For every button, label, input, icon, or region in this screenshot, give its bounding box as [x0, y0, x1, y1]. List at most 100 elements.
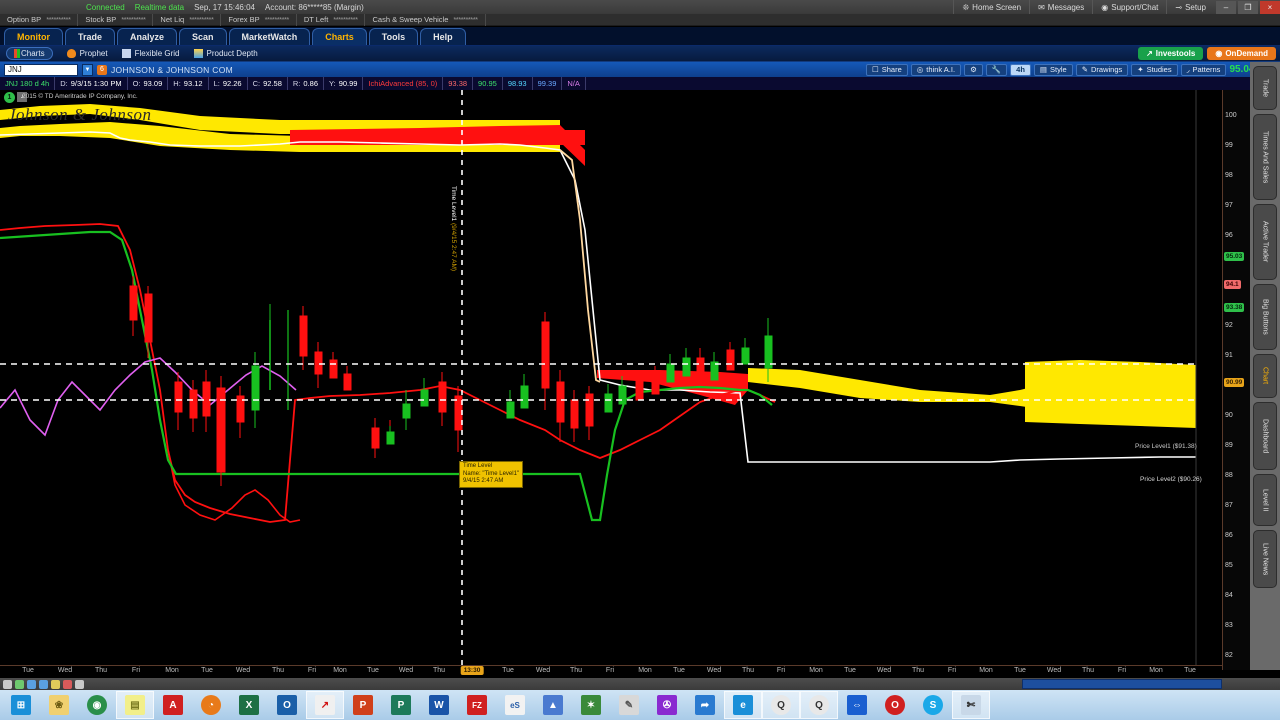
drawings-button[interactable]: ✎ Drawings	[1075, 63, 1129, 76]
ondemand-button[interactable]: ◉ OnDemand	[1207, 47, 1276, 60]
timeframe-button[interactable]: 4h	[1010, 63, 1031, 76]
chrome-taskbar-item[interactable]: ◉	[78, 691, 116, 719]
firefox-taskbar-item[interactable]: ◔	[192, 691, 230, 719]
home-screen-button[interactable]: ❊ Home Screen	[953, 0, 1029, 14]
subtab-prophet[interactable]: Prophet	[66, 49, 108, 58]
symbol-input[interactable]: JNJ	[4, 63, 78, 76]
bp-netliq-label: Net Liq	[160, 15, 185, 24]
snipping-tool-taskbar-item[interactable]: ✄	[952, 691, 990, 719]
teamviewer-taskbar-item[interactable]: ⇔	[838, 691, 876, 719]
date-tick-21: Fri	[776, 667, 786, 674]
bp-stock-value: **********	[121, 15, 146, 24]
minimize-panel-icon[interactable]	[3, 679, 12, 689]
adobe-reader-taskbar-item[interactable]: A	[154, 691, 192, 719]
zoom-icon[interactable]	[27, 679, 36, 689]
filezilla-taskbar-item[interactable]: FZ	[458, 691, 496, 719]
chart-tools-button[interactable]: 🔧	[985, 63, 1008, 76]
skype-taskbar-item[interactable]: S	[914, 691, 952, 719]
minimize-button[interactable]: –	[1216, 0, 1236, 14]
quicktime-taskbar-item[interactable]: Q	[762, 691, 800, 719]
subtab-product-depth[interactable]: Product Depth	[193, 49, 258, 58]
bp-cash-sweep[interactable]: Cash & Sweep Vehicle **********	[365, 13, 486, 26]
messages-button[interactable]: ✉ Messages	[1029, 0, 1092, 14]
bell-icon: ▲	[543, 695, 563, 715]
study-value-4: 99.39	[533, 77, 563, 90]
price-axis[interactable]: 100 99 98 97 96 95.03 94.1 93.38 92 91 9…	[1222, 90, 1250, 670]
subtab-flexible-grid[interactable]: Flexible Grid	[121, 49, 180, 58]
date-tick-11: Wed	[398, 667, 414, 674]
tab-scan[interactable]: Scan	[179, 28, 227, 45]
subtab-charts[interactable]: Charts	[6, 47, 53, 60]
expand-icon[interactable]	[75, 679, 84, 689]
bp-netliq[interactable]: Net Liq **********	[153, 13, 222, 26]
price-tick-86: 86	[1225, 532, 1233, 539]
right-tab-level-ii[interactable]: Level II	[1253, 474, 1277, 526]
excel-taskbar-item[interactable]: X	[230, 691, 268, 719]
chart-horizontal-scrollbar[interactable]	[1022, 679, 1222, 689]
photos-taskbar-item[interactable]: ❀	[40, 691, 78, 719]
right-tab-times-and-sales[interactable]: Times And Sales	[1253, 114, 1277, 200]
alert-icon[interactable]	[63, 679, 72, 689]
tab-marketwatch[interactable]: MarketWatch	[228, 28, 311, 45]
bp-stock[interactable]: Stock BP **********	[78, 13, 154, 26]
bp-dtleft[interactable]: DT Left **********	[297, 13, 366, 26]
greenshot-taskbar-item[interactable]: ✶	[572, 691, 610, 719]
outlook-taskbar-item[interactable]: O	[268, 691, 306, 719]
right-tab-trade[interactable]: Trade	[1253, 66, 1277, 110]
style-button[interactable]: ▤ Style	[1033, 63, 1073, 76]
tab-analyze[interactable]: Analyze	[117, 28, 178, 45]
price-tag-study: 93.38	[1224, 303, 1245, 312]
buying-power-row: Option BP ********** Stock BP **********…	[0, 13, 1280, 26]
right-tab-chart[interactable]: Chart	[1253, 354, 1277, 398]
publisher-taskbar-item[interactable]: P	[382, 691, 420, 719]
date-tick-29: Wed	[1046, 667, 1062, 674]
paint-taskbar-item[interactable]: ✎	[610, 691, 648, 719]
internet-explorer-taskbar-item[interactable]: e	[724, 691, 762, 719]
opera-taskbar-item[interactable]: O	[876, 691, 914, 719]
chevron-down-icon[interactable]: ▼	[82, 63, 93, 76]
setup-label: Setup	[1185, 2, 1206, 12]
dropbox-taskbar-item[interactable]: ➦	[686, 691, 724, 719]
bp-option[interactable]: Option BP **********	[0, 13, 79, 26]
share-button[interactable]: ☐ Share	[866, 63, 908, 76]
setup-button[interactable]: ⊸ Setup	[1166, 0, 1214, 14]
bp-forex[interactable]: Forex BP **********	[221, 13, 297, 26]
tab-charts[interactable]: Charts	[312, 28, 367, 45]
maximize-button[interactable]: ❐	[1238, 0, 1258, 14]
right-tab-active-trader[interactable]: Active Trader	[1253, 204, 1277, 280]
date-axis[interactable]: Tue Wed Thu Fri Mon Tue Wed Thu Fri Mon …	[0, 665, 1222, 678]
evernote-taskbar-item[interactable]: eS	[496, 691, 534, 719]
price-tag-ask: 94.1	[1224, 280, 1241, 289]
investools-button[interactable]: ↗ Investools	[1138, 47, 1204, 60]
think-ai-button[interactable]: ◎ think A.I.	[910, 63, 962, 76]
tab-monitor[interactable]: Monitor	[4, 28, 63, 45]
pan-icon[interactable]	[39, 679, 48, 689]
patterns-button[interactable]: ◞ Patterns	[1180, 63, 1227, 76]
right-tab-big-buttons[interactable]: Big Buttons	[1253, 284, 1277, 350]
crosshair-icon[interactable]	[15, 679, 24, 689]
word-taskbar-item[interactable]: W	[420, 691, 458, 719]
studies-button[interactable]: ✦ Studies	[1131, 63, 1178, 76]
excel-icon: X	[239, 695, 259, 715]
chart-settings-button[interactable]: ⚙	[964, 63, 983, 76]
right-tab-dashboard[interactable]: Dashboard	[1253, 402, 1277, 470]
visual-studio-taskbar-item[interactable]: ✇	[648, 691, 686, 719]
thinkorswim-taskbar-item[interactable]: ↗	[306, 691, 344, 719]
notes-taskbar-item[interactable]: ▤	[116, 691, 154, 719]
bell-taskbar-item[interactable]: ▲	[534, 691, 572, 719]
drawing-tool-icon[interactable]	[51, 679, 60, 689]
quicktime-2-taskbar-item[interactable]: Q	[800, 691, 838, 719]
support-chat-button[interactable]: ◉ Support/Chat	[1092, 0, 1166, 14]
start-button[interactable]: ⊞	[2, 691, 40, 719]
subtab-product-depth-label: Product Depth	[206, 49, 258, 58]
thinkorswim-icon: ↗	[315, 695, 335, 715]
price-chart[interactable]: 1 ♪ 2015 © TD Ameritrade IP Company, Inc…	[0, 90, 1222, 670]
right-tab-live-news[interactable]: Live News	[1253, 530, 1277, 588]
tab-help[interactable]: Help	[420, 28, 466, 45]
price-level-2-label: Price Level2 ($90.26)	[1140, 476, 1202, 483]
study-name-cell[interactable]: IchiAdvanced (85, 0)	[363, 77, 444, 90]
close-button[interactable]: ×	[1260, 0, 1280, 14]
powerpoint-taskbar-item[interactable]: P	[344, 691, 382, 719]
tab-tools[interactable]: Tools	[368, 28, 419, 45]
tab-trade[interactable]: Trade	[65, 28, 116, 45]
